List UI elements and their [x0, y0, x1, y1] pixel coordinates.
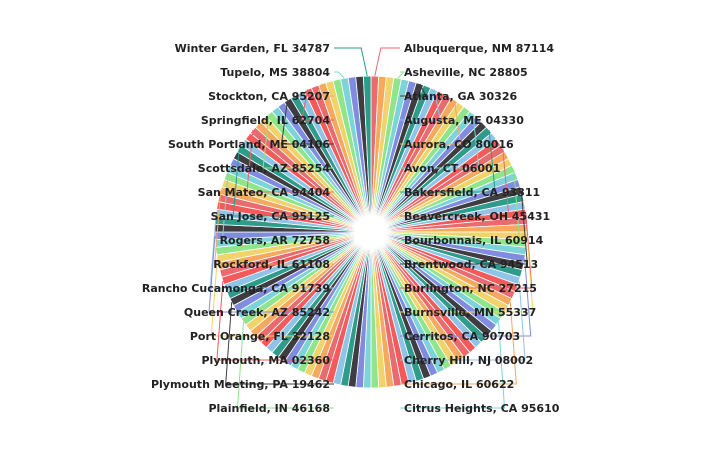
slice-label: Plainfield, IN 46168 [208, 402, 330, 415]
label-connector [315, 83, 334, 97]
label-connector [334, 71, 345, 79]
label-connector [400, 212, 533, 289]
label-connector [246, 130, 334, 193]
pie-slices [214, 75, 528, 389]
slice-label: San Mateo, CA 94404 [198, 186, 331, 199]
label-connectors [208, 47, 534, 409]
slice-label: Rancho Cucamonga, CA 91739 [142, 282, 330, 295]
label-connector [400, 168, 521, 241]
labels-right: Albuquerque, NM 87114 Asheville, NC 28805… [404, 42, 560, 415]
label-connector [374, 47, 400, 77]
label-connector [216, 280, 334, 361]
label-connector [236, 321, 334, 409]
label-connector [400, 280, 526, 361]
label-connector [400, 148, 510, 217]
slice-label: Brentwood, CA 94513 [404, 258, 538, 271]
slice-label: Atlanta, GA 30326 [404, 90, 517, 103]
label-connector [221, 168, 334, 241]
label-connector [225, 302, 334, 385]
slice-label: Queen Creek, AZ 85242 [184, 306, 330, 319]
slice-label: Beavercreek, OH 45431 [404, 210, 550, 223]
label-connector [400, 100, 462, 145]
slice-label: Chicago, IL 60622 [404, 378, 514, 391]
label-connector [232, 148, 334, 217]
label-connector [334, 47, 368, 77]
slice-label: South Portland, ME 04106 [168, 138, 330, 151]
slice-label: Stockton, CA 95207 [208, 90, 330, 103]
slice-label: Winter Garden, FL 34787 [175, 42, 330, 55]
label-connector [400, 302, 517, 385]
slice-label: Springfield, IL 62704 [201, 114, 331, 127]
slice-label: San Jose, CA 95125 [211, 210, 330, 223]
label-connector [400, 113, 480, 169]
slice-label: Aurora, CO 80016 [404, 138, 514, 151]
slice-label: Scottsdale, AZ 85254 [198, 162, 331, 175]
slice-label: Bourbonnais, IL 60914 [404, 234, 544, 247]
slice-label: Port Orange, FL 32128 [190, 330, 330, 343]
slice-label: Cherry Hill, NJ 08002 [404, 354, 533, 367]
slice-label: Plymouth, MA 02360 [201, 354, 330, 367]
label-connector [301, 89, 334, 121]
label-connector [210, 258, 334, 337]
label-connector [400, 190, 528, 265]
slice-label: Cerritos, CA 90703 [404, 330, 520, 343]
slice-label: Rockford, IL 61108 [213, 258, 330, 271]
label-connector [400, 258, 532, 337]
slice-label: Burnsville, MN 55337 [404, 306, 536, 319]
label-connector [208, 235, 334, 313]
label-connector [400, 89, 441, 121]
slice-label: Avon, CT 06001 [404, 162, 500, 175]
slice-label: Tupelo, MS 38804 [220, 66, 330, 79]
labels-left: Winter Garden, FL 34787 Tupelo, MS 38804 S… [142, 42, 331, 415]
label-connector [262, 113, 334, 169]
slice-label: Albuquerque, NM 87114 [404, 42, 554, 55]
label-connector [400, 321, 506, 409]
label-connector [400, 130, 496, 193]
slice-label: Citrus Heights, CA 95610 [404, 402, 560, 415]
slice-label: Asheville, NC 28805 [404, 66, 528, 79]
label-connector [209, 212, 334, 289]
slice-label: Rogers, AR 72758 [220, 234, 330, 247]
label-connector [400, 83, 427, 97]
label-connector [280, 100, 334, 145]
label-connector [400, 235, 534, 313]
pie-slice[interactable] [362, 75, 372, 233]
label-connector [214, 190, 334, 265]
slice-label: Bakersfield, CA 93311 [404, 186, 540, 199]
label-connector [397, 71, 405, 79]
slice-label: Plymouth Meeting, PA 19462 [151, 378, 330, 391]
slice-label: Burlington, NC 27215 [404, 282, 537, 295]
slice-label: Augusta, ME 04330 [404, 114, 524, 127]
